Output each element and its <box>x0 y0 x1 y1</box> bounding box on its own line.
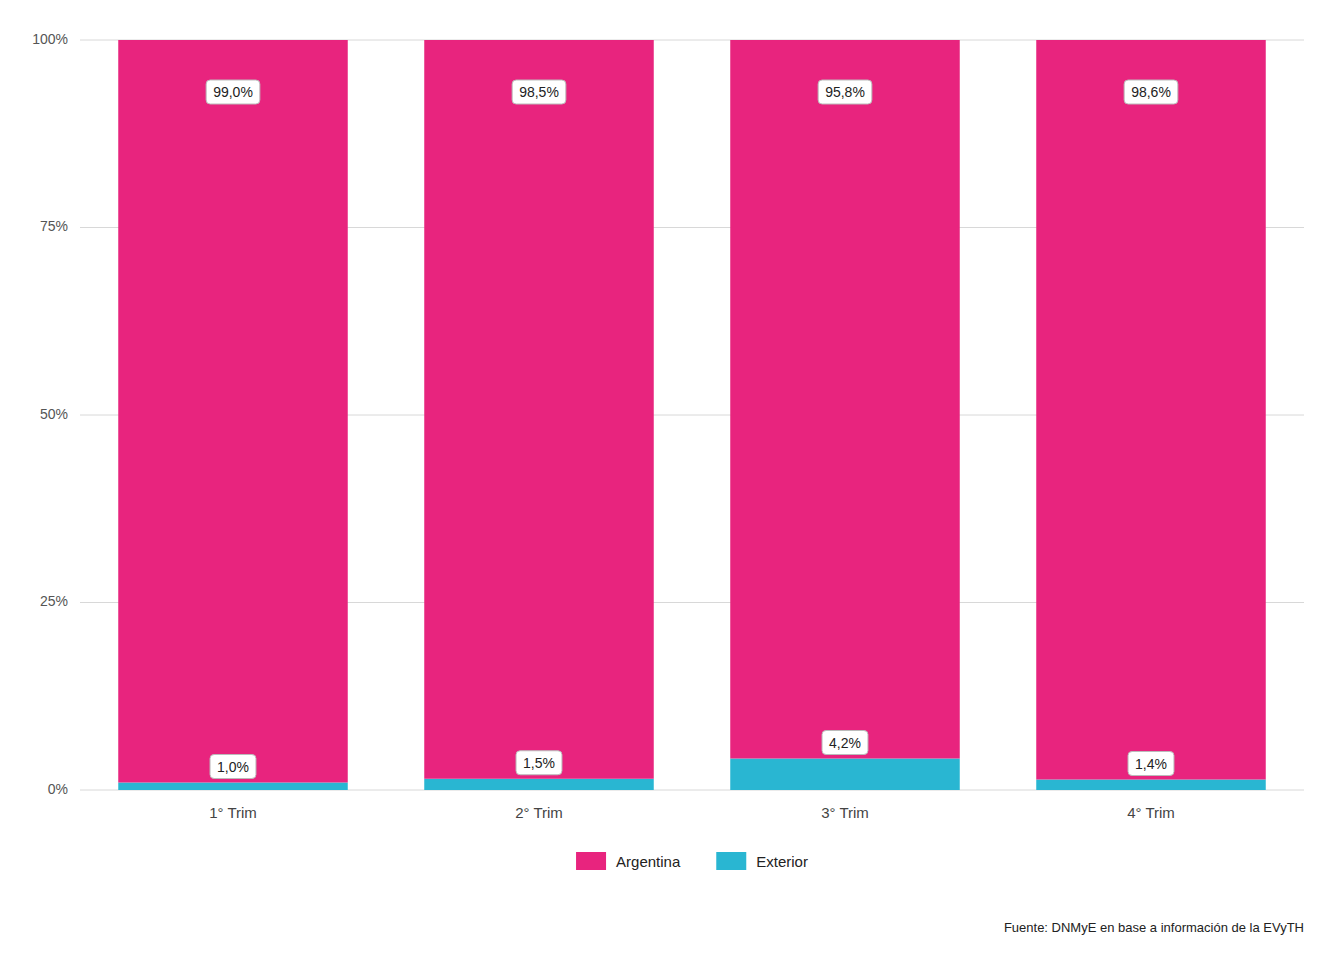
data-label-box <box>1128 752 1174 776</box>
data-label: 98,5% <box>512 80 566 104</box>
data-label-text: 99,0% <box>213 84 253 100</box>
legend-label: Exterior <box>756 853 808 870</box>
data-label-text: 1,4% <box>1135 756 1167 772</box>
legend-swatch <box>716 852 746 870</box>
bar-segment <box>730 40 960 759</box>
data-label-text: 4,2% <box>829 735 861 751</box>
data-label-box <box>210 755 256 779</box>
data-label-text: 1,5% <box>523 755 555 771</box>
data-label-text: 98,5% <box>519 84 559 100</box>
legend-item: Exterior <box>716 852 808 870</box>
legend-item: Argentina <box>576 852 681 870</box>
x-tick-label: 1° Trim <box>209 804 257 821</box>
data-label-text: 1,0% <box>217 759 249 775</box>
data-label-box <box>1124 80 1178 104</box>
data-label: 1,0% <box>210 755 256 779</box>
legend-swatch <box>576 852 606 870</box>
x-tick-label: 3° Trim <box>821 804 869 821</box>
data-label-box <box>206 80 260 104</box>
y-tick-label: 100% <box>32 31 68 47</box>
y-tick-label: 0% <box>48 781 68 797</box>
legend: Argentina Exterior <box>576 852 808 870</box>
data-label-text: 98,6% <box>1131 84 1171 100</box>
data-label: 95,8% <box>818 80 872 104</box>
source-note: Fuente: DNMyE en base a información de l… <box>1004 920 1304 935</box>
bar-segment <box>730 759 960 791</box>
x-tick-label: 2° Trim <box>515 804 563 821</box>
bar-segment <box>118 40 348 783</box>
bar-segment <box>1036 40 1266 780</box>
data-label-box <box>822 731 868 755</box>
y-tick-label: 25% <box>40 593 68 609</box>
data-label-text: 95,8% <box>825 84 865 100</box>
chart: 0% 25% 50% 75% 100% 1,0% 1,5% 4,2% 1,4% 99,0% 98,5… <box>0 0 1344 960</box>
y-tick-label: 50% <box>40 406 68 422</box>
legend-label: Argentina <box>616 853 681 870</box>
data-label: 99,0% <box>206 80 260 104</box>
y-tick-label: 75% <box>40 218 68 234</box>
data-label: 4,2% <box>822 731 868 755</box>
bars <box>118 40 1266 790</box>
data-label: 98,6% <box>1124 80 1178 104</box>
data-label-box <box>512 80 566 104</box>
data-labels: 1,0% 1,5% 4,2% 1,4% 99,0% 98,5% 95,8% 98,6% <box>206 80 1178 779</box>
data-label-box <box>818 80 872 104</box>
bar-segment <box>118 783 348 791</box>
data-label: 1,5% <box>516 751 562 775</box>
grid <box>80 40 1304 790</box>
x-tick-label: 4° Trim <box>1127 804 1175 821</box>
bar-segment <box>424 40 654 779</box>
bar-segment <box>1036 780 1266 791</box>
bar-segment <box>424 779 654 790</box>
data-label-box <box>516 751 562 775</box>
data-label: 1,4% <box>1128 752 1174 776</box>
